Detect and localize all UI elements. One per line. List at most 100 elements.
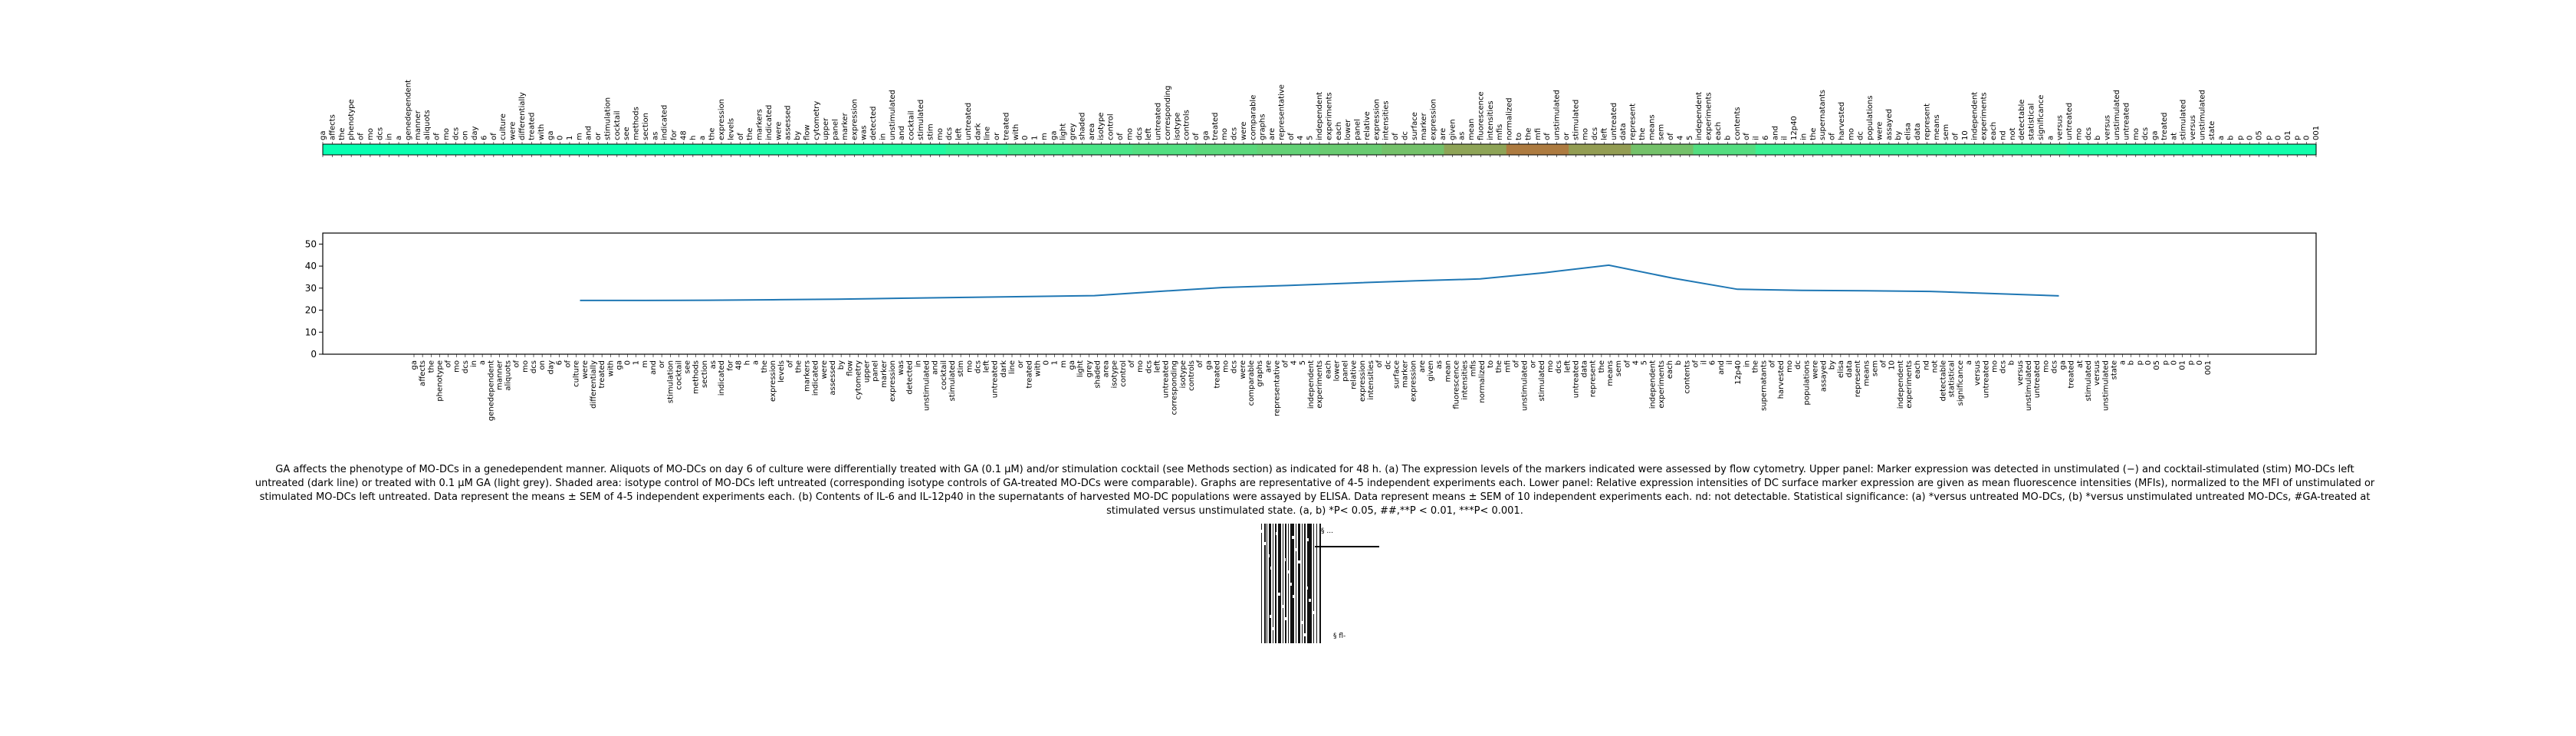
heatmap-tick-label: mfis bbox=[1496, 124, 1504, 140]
line-plot-y-axis: 0 10 20 30 40 50 bbox=[305, 238, 323, 360]
heatmap-tick-label: the bbox=[708, 128, 717, 140]
heatmap-tick-label: panel bbox=[1354, 119, 1362, 140]
heatmap-tick-label: markers bbox=[756, 109, 764, 140]
heatmap-tick-label: expression bbox=[1430, 99, 1438, 140]
x-tick-label: shaded bbox=[1093, 360, 1102, 389]
x-tick-label: isotype bbox=[1111, 360, 1119, 388]
line-series bbox=[580, 264, 2059, 301]
heatmap-tick-label: treated bbox=[527, 112, 536, 140]
x-tick-label: representative bbox=[1273, 360, 1281, 416]
heatmap-tick-label: versus bbox=[2189, 115, 2197, 140]
heatmap-tick-label: isotype bbox=[1173, 113, 1181, 140]
heatmap-tick-label: means bbox=[1933, 114, 1941, 140]
x-tick-label: of bbox=[1880, 360, 1888, 368]
heatmap-tick-label: marker bbox=[1420, 112, 1428, 140]
heatmap-tick-label: on bbox=[462, 131, 470, 140]
x-tick-label: detected bbox=[905, 360, 914, 395]
heatmap-tick-label: experiments bbox=[1980, 92, 1989, 140]
x-tick-label: ga bbox=[1068, 360, 1076, 370]
x-tick-label: dcs bbox=[1999, 360, 2008, 373]
thumbnail-stripe bbox=[1316, 524, 1317, 643]
x-tick-label: sem bbox=[1871, 360, 1879, 376]
x-tick-label: 6 bbox=[1709, 360, 1717, 365]
thumbnail-stripe bbox=[1288, 524, 1289, 643]
thumbnail-speckle bbox=[1314, 564, 1316, 567]
heatmap-tick-label: treated bbox=[1002, 112, 1010, 140]
heatmap-tick-label: expression bbox=[1372, 99, 1381, 140]
x-tick-label: il bbox=[1726, 360, 1734, 365]
heatmap-tick-label: il bbox=[1781, 136, 1789, 140]
heatmap-tick-label: of bbox=[433, 133, 442, 140]
thumbnail-speckle bbox=[1290, 583, 1292, 586]
heatmap-tick-label: upper bbox=[822, 117, 830, 140]
x-tick-label: lower bbox=[1332, 360, 1341, 381]
x-tick-label: untreated bbox=[991, 360, 1000, 398]
x-tick-label: markers bbox=[803, 360, 812, 392]
x-tick-label: see bbox=[684, 360, 692, 374]
heatmap-tick-label: mo bbox=[1221, 128, 1229, 140]
x-tick-label: aliquots bbox=[504, 360, 513, 391]
thumbnail-stripes bbox=[1261, 524, 1321, 643]
x-tick-label: 05 bbox=[2153, 360, 2161, 370]
heatmap-tick-label: fluorescence bbox=[1477, 91, 1485, 140]
heatmap-tick-label: experiments bbox=[1705, 92, 1714, 140]
heatmap-tick-label: lower bbox=[1344, 119, 1352, 140]
x-tick-label: light bbox=[1076, 360, 1085, 377]
x-tick-label: mo bbox=[1546, 360, 1555, 373]
x-tick-label: of bbox=[1196, 360, 1204, 368]
x-tick-label: in bbox=[1743, 360, 1751, 367]
heatmap-tick-label: differentially bbox=[518, 92, 527, 140]
x-tick-label: mo bbox=[965, 360, 974, 373]
heatmap-tick-label: b bbox=[2227, 136, 2236, 140]
x-tick-label: of bbox=[1769, 360, 1777, 368]
x-tick-label: unstimulated bbox=[2101, 360, 2110, 411]
thumbnail-speckle bbox=[1270, 615, 1272, 618]
x-tick-label: the bbox=[1598, 360, 1606, 373]
heatmap-tick-label: and bbox=[585, 126, 593, 140]
thumbnail-speckle bbox=[1303, 633, 1306, 636]
thumbnail-speckle bbox=[1261, 530, 1263, 533]
x-tick-label: represent bbox=[1854, 360, 1862, 397]
heatmap-tick-label: independent bbox=[1970, 92, 1979, 140]
x-tick-label: in bbox=[914, 360, 922, 367]
x-tick-label: the bbox=[794, 360, 803, 373]
x-tick-label: populations bbox=[1802, 360, 1811, 405]
heatmap-tick-label: to bbox=[1515, 133, 1523, 140]
heatmap-cell bbox=[385, 144, 449, 155]
thumbnail-speckle bbox=[1267, 554, 1270, 557]
x-tick-label: p bbox=[2161, 360, 2170, 365]
thumbnail-speckle bbox=[1278, 593, 1280, 596]
x-tick-label: unstimulated bbox=[923, 360, 932, 411]
x-tick-label: dcs bbox=[974, 360, 982, 373]
heatmap-tick-label: untreated bbox=[2122, 103, 2131, 140]
series-line bbox=[580, 264, 2059, 301]
x-tick-label: assayed bbox=[1820, 360, 1829, 392]
heatmap-tick-label: unstimulated bbox=[889, 90, 897, 140]
x-tick-label: flow bbox=[846, 360, 854, 376]
x-tick-label: with bbox=[1033, 360, 1042, 376]
heatmap-tick-label: or bbox=[1562, 132, 1571, 140]
x-tick-label: marker bbox=[880, 360, 889, 388]
thumbnail-stripe bbox=[1264, 524, 1266, 643]
heatmap-tick-label: were bbox=[1875, 122, 1884, 140]
x-tick-label: line bbox=[1008, 360, 1017, 374]
heatmap-tick-label: dcs bbox=[2141, 127, 2150, 140]
heatmap-tick-label: of bbox=[357, 133, 366, 140]
heatmap-tick-label: 1 bbox=[1031, 136, 1040, 140]
x-tick-label: independent bbox=[1897, 360, 1905, 409]
x-tick-label: untreated bbox=[1572, 360, 1580, 398]
heatmap-tick-label: populations bbox=[1866, 96, 1875, 140]
x-tick-label: 0 bbox=[1043, 360, 1051, 365]
heatmap-tick-label: untreated bbox=[2065, 103, 2074, 140]
heatmap-tick-label: 001 bbox=[2312, 126, 2321, 140]
x-tick-label: 12p40 bbox=[1734, 360, 1743, 385]
heatmap-tick-label: versus bbox=[2104, 115, 2112, 140]
x-tick-label: or bbox=[1017, 360, 1025, 368]
x-tick-label: 48 bbox=[734, 360, 743, 370]
thumbnail-speckle bbox=[1292, 536, 1294, 539]
heatmap-tick-label: or bbox=[993, 132, 1001, 140]
heatmap-tick-label: il bbox=[1753, 136, 1761, 140]
x-tick-label: isotype bbox=[1179, 360, 1188, 388]
x-tick-label: not bbox=[1930, 360, 1939, 373]
x-tick-label: panel bbox=[872, 360, 880, 382]
